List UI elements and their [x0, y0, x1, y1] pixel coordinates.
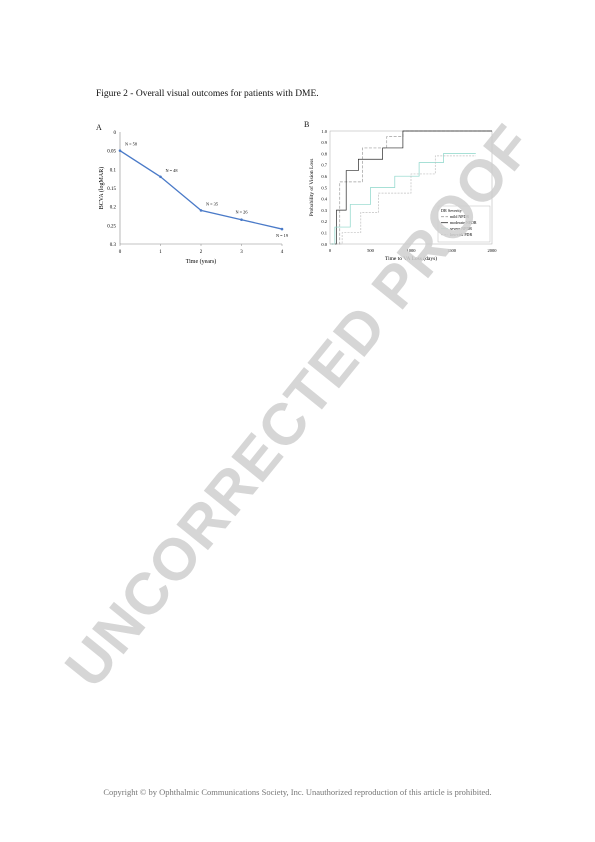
data-point: [159, 175, 162, 179]
x-tick-label: 500: [367, 248, 375, 253]
figure-caption: Figure 2 - Overall visual outcomes for p…: [96, 89, 319, 99]
n-annotation: N = 48: [166, 168, 178, 173]
survival-curve-4: [330, 155, 476, 245]
x-tick-label: 3: [240, 250, 243, 255]
x-axis-label: Time (years): [186, 258, 217, 265]
legend-entry: low-risk PDR: [450, 232, 472, 237]
y-tick-label: 0.05: [107, 150, 116, 155]
legend-box: [437, 205, 491, 243]
n-annotation: N = 35: [206, 201, 218, 206]
data-point: [240, 218, 243, 222]
series-line: [119, 150, 283, 230]
y-tick-label: 0.0: [321, 242, 327, 247]
y-axis-label: BCVA (logMAR): [98, 167, 105, 209]
survival-curve-2: [330, 130, 492, 245]
survival-curve-1: [330, 130, 492, 245]
panel-b-label: B: [304, 120, 310, 129]
y-tick-label: 0.1: [110, 168, 117, 173]
x-tick-label: 0: [119, 250, 122, 255]
legend-entry: severe NPDR: [450, 226, 472, 231]
y-tick-label: 0.9: [321, 140, 327, 145]
y-tick-label: 0: [114, 131, 117, 136]
x-tick-label: 2000: [488, 248, 498, 253]
x-tick-label: 2: [200, 250, 203, 255]
n-annotation: N = 26: [236, 210, 249, 215]
y-tick-label: 0.8: [321, 151, 327, 156]
panel-a-label: A: [96, 123, 102, 132]
y-tick-label: 0.7: [321, 163, 327, 168]
copyright-footer: Copyright © by Ophthalmic Communications…: [103, 787, 492, 797]
y-tick-label: 0.25: [107, 224, 116, 229]
y-tick-label: 0.5: [321, 185, 327, 190]
y-tick-label: 0.3: [110, 243, 117, 248]
legend-entry: mild NPDR: [450, 214, 469, 219]
x-tick-label: 1: [159, 250, 162, 255]
x-axis-label: Time to VA Loss (days): [385, 255, 437, 262]
chart-b: 0.0 0.1 0.2 0.3 0.4 0.5 0.6 0.7 0.8 0.9 1.0 0 500 100…: [308, 129, 498, 262]
data-point: [280, 227, 284, 231]
y-axis-label: Probability of Vision Loss: [308, 159, 315, 217]
data-point: [199, 209, 203, 212]
legend-entry: moderate NPDR: [450, 220, 477, 225]
legend-title: DR Severity: [441, 208, 463, 213]
y-tick-label: 0.6: [321, 174, 327, 179]
survival-curve-3: [330, 153, 476, 245]
x-tick-label: 0: [329, 248, 332, 253]
y-tick-label: 1.0: [321, 129, 327, 134]
y-tick-label: 0.3: [321, 208, 327, 213]
y-tick-label: 0.1: [321, 231, 327, 236]
y-tick-label: 0.4: [321, 197, 327, 202]
x-tick-label: 4: [281, 250, 284, 255]
x-tick-label: 1500: [447, 248, 457, 253]
y-tick-label: 0.2: [110, 206, 117, 211]
x-tick-label: 1000: [407, 248, 417, 253]
n-annotation: N = 19: [276, 233, 288, 238]
n-annotation: N = 58: [125, 142, 137, 147]
y-tick-label: 0.2: [321, 219, 327, 224]
data-point: [118, 149, 122, 152]
y-tick-label: 0.15: [107, 187, 116, 192]
